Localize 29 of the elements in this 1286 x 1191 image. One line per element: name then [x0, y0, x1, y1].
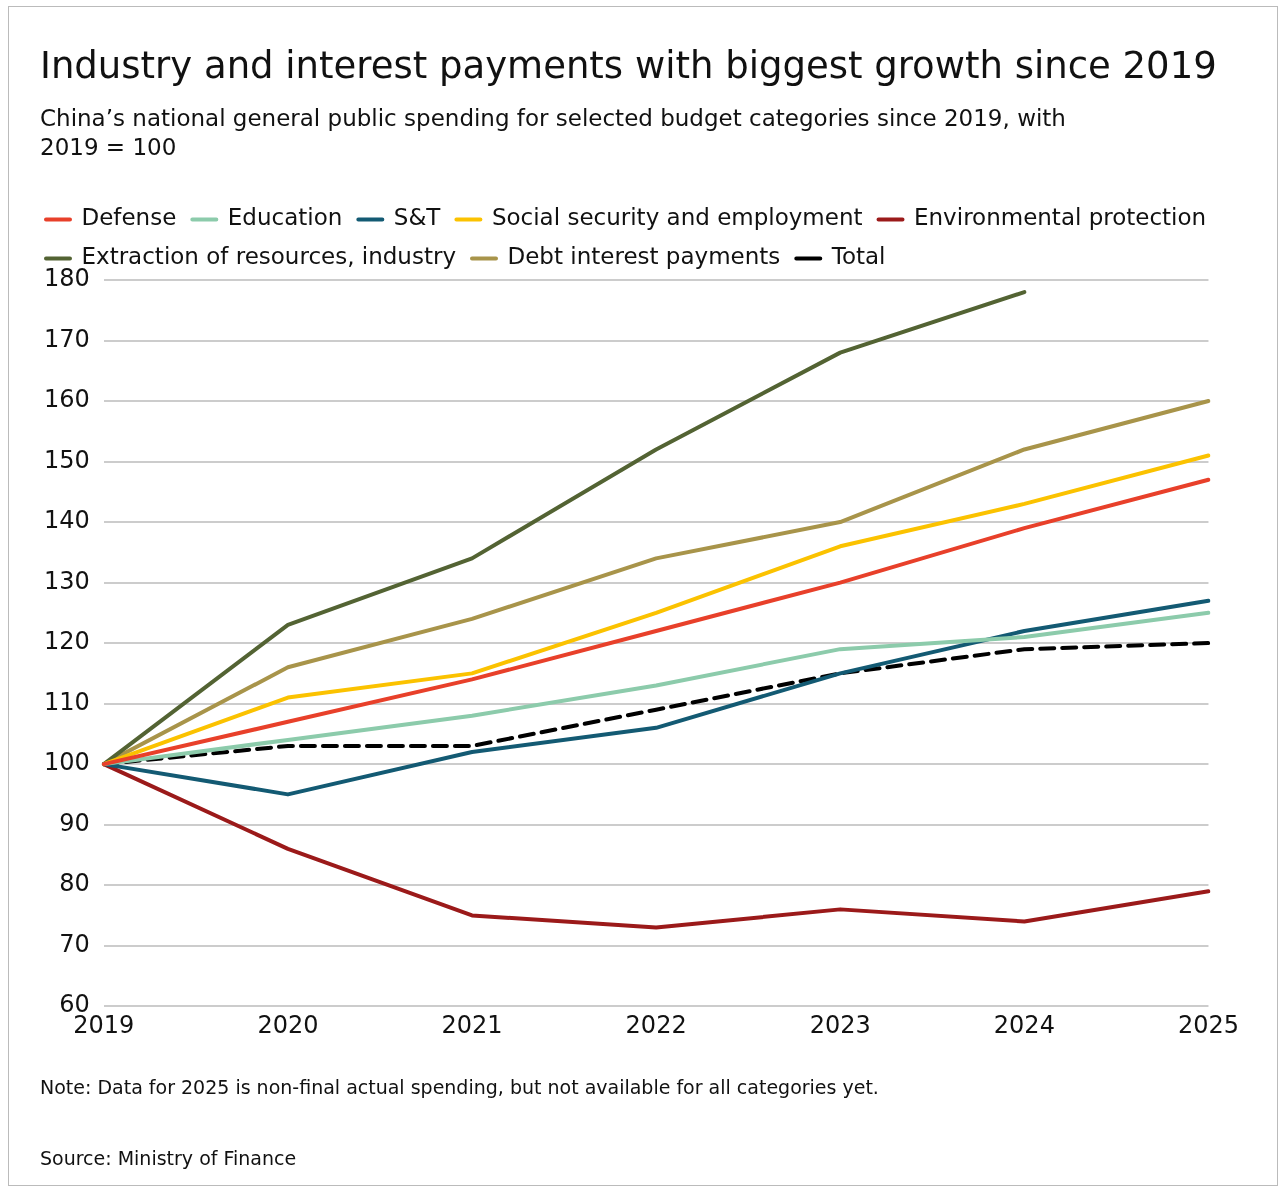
y-tick-label: 70: [59, 929, 90, 958]
legend-label: Debt interest payments: [507, 243, 781, 270]
y-tick-label: 130: [44, 566, 90, 595]
y-tick-label: 160: [44, 385, 90, 414]
x-tick-label: 2020: [257, 1010, 319, 1039]
y-tick-label: 90: [59, 808, 90, 837]
y-tick-label: 110: [44, 687, 90, 716]
x-tick-label: 2022: [625, 1010, 687, 1039]
x-tick-label: 2024: [993, 1010, 1055, 1039]
y-tick-label: 100: [44, 748, 90, 777]
chart-title: Industry and interest payments with biggest growth since 2019: [40, 44, 1217, 87]
chart-subtitle: China’s national general public spending for selected budget categories since 2019, with 2019 = 100: [40, 104, 1067, 162]
x-tick-label: 2021: [441, 1010, 503, 1039]
x-tick-label: 2023: [809, 1010, 871, 1039]
source-note: Source: Ministry of Finance: [40, 1147, 297, 1169]
y-tick-label: 120: [44, 627, 90, 656]
y-tick-label: 180: [44, 264, 90, 293]
legend-label: Environmental protection: [914, 204, 1207, 231]
legend-label: S&T: [393, 204, 442, 231]
legend-label: Education: [227, 204, 343, 231]
legend-label: Defense: [81, 204, 177, 231]
legend-label: Social security and employment: [491, 204, 863, 231]
text: Note: Data for 2025 is non-final actual spending, but not available for all categories yet.: [40, 1076, 879, 1098]
y-tick-label: 150: [44, 445, 90, 474]
x-tick-label: 2025: [1177, 1010, 1239, 1039]
y-tick-label: 140: [44, 506, 90, 535]
legend-label: Total: [830, 243, 886, 270]
y-tick-label: 170: [44, 324, 90, 353]
y-tick-label: 80: [59, 869, 90, 898]
